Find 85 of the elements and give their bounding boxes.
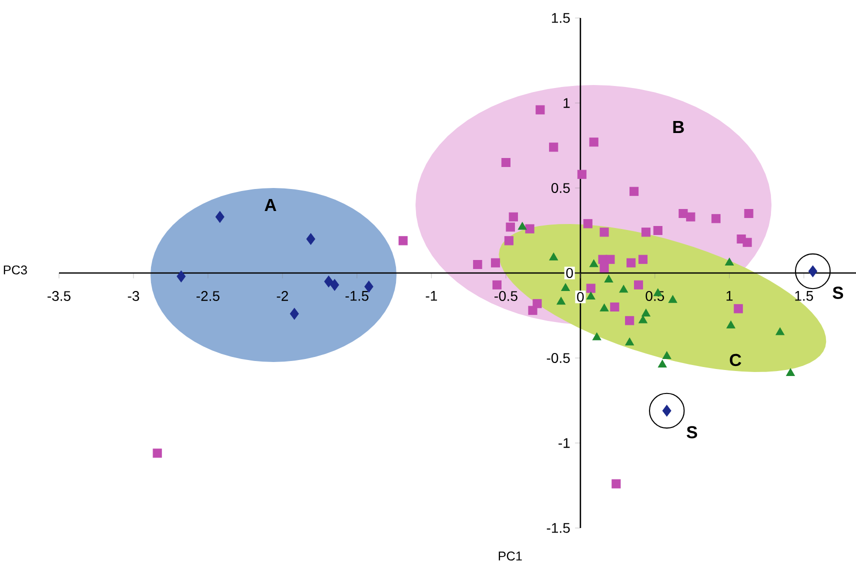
point (634, 280, 644, 290)
point (589, 138, 598, 147)
point (786, 368, 795, 376)
point (364, 280, 374, 292)
annotation: S (832, 286, 844, 299)
point (583, 219, 592, 228)
point (610, 302, 620, 312)
point (536, 105, 545, 114)
x-tick-label: -3 (128, 291, 140, 301)
point (589, 259, 598, 268)
point (215, 211, 224, 223)
annotation: A (264, 199, 276, 211)
x-tick-label: -2.5 (196, 291, 220, 301)
y-axis-title: PC3 (4, 265, 27, 274)
y-tick-label: -1 (558, 438, 570, 448)
point (518, 222, 527, 230)
x-tick-label: 1.5 (795, 291, 814, 301)
point (726, 320, 736, 328)
point (549, 142, 558, 152)
point (330, 279, 340, 291)
point (504, 236, 514, 246)
x-tick-label: -1.5 (346, 291, 368, 301)
point (638, 316, 648, 324)
x-axis-title: PC1 (498, 552, 522, 561)
point (586, 284, 596, 293)
point (734, 304, 743, 314)
point (606, 254, 615, 264)
y-tick-label: -1.5 (546, 523, 570, 533)
y-tick-label: 0.5 (551, 183, 570, 193)
point (612, 479, 621, 488)
point (176, 270, 186, 282)
point (668, 295, 678, 303)
point (641, 228, 651, 237)
point (586, 292, 596, 300)
point (625, 316, 634, 326)
annotation: S (686, 426, 698, 438)
point (525, 224, 534, 234)
point (556, 296, 566, 305)
point (642, 308, 650, 316)
y-tick-label: 0 (566, 268, 573, 278)
x-tick-label: -3.5 (48, 291, 70, 301)
point (776, 327, 784, 336)
point (398, 236, 408, 246)
point (473, 260, 482, 270)
point (686, 212, 696, 222)
point (653, 226, 662, 236)
point (626, 258, 636, 268)
point (604, 274, 614, 282)
point (549, 252, 558, 260)
point (742, 238, 752, 247)
point (662, 351, 672, 359)
x-tick-label: -1 (426, 291, 437, 301)
x-tick-label: 1 (726, 291, 733, 301)
point (619, 284, 628, 293)
point (600, 228, 609, 237)
point (625, 338, 634, 346)
y-tick-label: 1.5 (552, 13, 570, 23)
x-tick-label: -2 (276, 291, 288, 301)
y-tick-label: 1 (564, 98, 570, 108)
point (532, 299, 542, 308)
point (592, 332, 602, 340)
point (577, 170, 586, 179)
point (506, 222, 515, 232)
point (306, 233, 316, 245)
point (501, 158, 510, 168)
point (630, 186, 639, 196)
point (600, 304, 609, 312)
point (744, 208, 754, 218)
x-tick-label: 0 (577, 292, 584, 302)
point (658, 360, 667, 368)
point (724, 258, 734, 266)
point (490, 258, 500, 268)
point (561, 283, 570, 291)
annotation: B (673, 121, 684, 133)
x-tick-label: -0.5 (494, 291, 518, 301)
y-tick-label: -0.5 (546, 353, 570, 363)
point (711, 214, 721, 224)
point (492, 280, 502, 290)
point (152, 448, 162, 458)
point (600, 263, 609, 272)
annotation: C (730, 354, 742, 366)
point (324, 276, 334, 288)
point (290, 308, 299, 320)
point (638, 254, 648, 264)
point (508, 212, 518, 222)
